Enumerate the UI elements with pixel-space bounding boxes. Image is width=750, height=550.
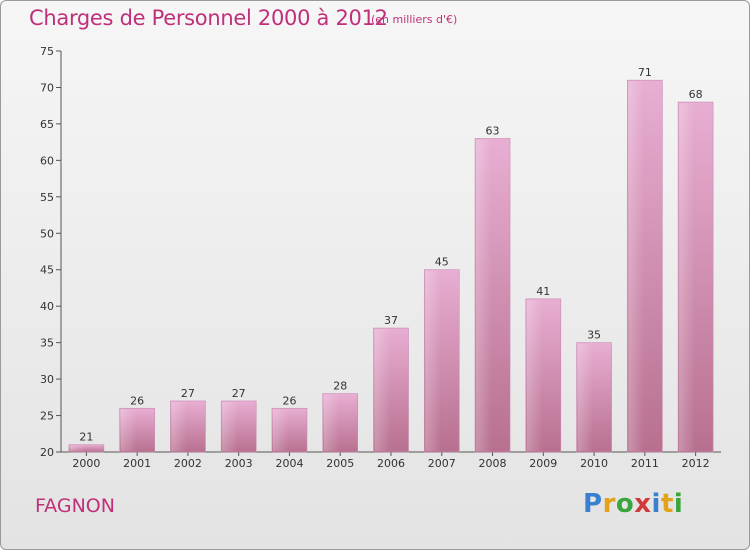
logo-letter: o bbox=[615, 489, 635, 519]
data-label: 26 bbox=[282, 394, 296, 407]
chart-subtitle: (en milliers d'€) bbox=[371, 13, 458, 26]
axes-group: 20 25 30 35 40 45 50 55 60 65 70 75 bbox=[40, 45, 721, 459]
x-tick-label: 2007 bbox=[428, 457, 456, 470]
y-tick-label: 30 bbox=[40, 373, 54, 386]
x-tick-label: 2010 bbox=[580, 457, 608, 470]
y-tick-label: 50 bbox=[40, 227, 54, 240]
commune-name: FAGNON bbox=[35, 495, 115, 517]
data-label: 63 bbox=[486, 124, 500, 137]
bar-highlight bbox=[374, 329, 391, 451]
x-tick-label: 2001 bbox=[123, 457, 151, 470]
y-tick-label: 65 bbox=[40, 118, 54, 131]
proxiti-logo: Proxiti bbox=[583, 489, 683, 519]
data-label: 41 bbox=[536, 285, 550, 298]
y-tick-label: 70 bbox=[40, 81, 54, 94]
bar-highlight bbox=[171, 401, 188, 451]
y-tick-label: 45 bbox=[40, 264, 54, 277]
logo-letter: x bbox=[634, 489, 652, 519]
data-label: 68 bbox=[689, 88, 703, 101]
chart-title: Charges de Personnel 2000 à 2012 bbox=[29, 6, 388, 30]
data-label: 37 bbox=[384, 314, 398, 327]
bar-highlight bbox=[476, 139, 492, 451]
bar-highlight bbox=[323, 394, 340, 451]
data-label: 71 bbox=[638, 66, 652, 79]
bar-highlight bbox=[577, 343, 594, 451]
bar-highlight bbox=[526, 299, 543, 451]
bar-highlight bbox=[69, 445, 86, 451]
x-tick-label: 2012 bbox=[682, 457, 710, 470]
logo-letter: t bbox=[660, 489, 674, 519]
bar-highlight bbox=[120, 409, 137, 451]
y-tick-label: 25 bbox=[40, 410, 54, 423]
data-label: 27 bbox=[181, 387, 195, 400]
y-tick-label: 35 bbox=[40, 337, 54, 350]
y-tick-label: 40 bbox=[40, 300, 54, 313]
bar-highlight bbox=[628, 81, 645, 451]
x-tick-label: 2003 bbox=[225, 457, 253, 470]
bar-highlight bbox=[272, 409, 289, 451]
data-label: 21 bbox=[79, 431, 93, 444]
labels-group: 2000 21 2001 26 2002 27 2003 27 2004 26 2005 28 2006… bbox=[72, 66, 709, 470]
bar-highlight bbox=[425, 270, 442, 451]
x-tick-label: 2005 bbox=[326, 457, 354, 470]
bar bbox=[68, 444, 105, 453]
logo-letter: r bbox=[602, 489, 616, 519]
y-tick-label: 55 bbox=[40, 191, 54, 204]
x-tick-label: 2008 bbox=[479, 457, 507, 470]
data-label: 35 bbox=[587, 329, 601, 342]
data-label: 26 bbox=[130, 394, 144, 407]
x-tick-label: 2002 bbox=[174, 457, 202, 470]
logo-letter: i bbox=[651, 489, 661, 519]
logo-letter: P bbox=[583, 489, 603, 519]
bar-highlight bbox=[679, 103, 695, 451]
y-tick-label: 75 bbox=[40, 45, 54, 58]
x-tick-label: 2000 bbox=[72, 457, 100, 470]
y-tick-label: 20 bbox=[40, 446, 54, 459]
x-tick-label: 2009 bbox=[529, 457, 557, 470]
x-tick-label: 2006 bbox=[377, 457, 405, 470]
x-tick-label: 2004 bbox=[275, 457, 303, 470]
data-label: 28 bbox=[333, 380, 347, 393]
bars-group bbox=[68, 79, 714, 453]
data-label: 27 bbox=[232, 387, 246, 400]
logo-letter: i bbox=[673, 489, 684, 519]
y-tick-label: 60 bbox=[40, 154, 54, 167]
bar-highlight bbox=[222, 401, 238, 451]
x-tick-label: 2011 bbox=[631, 457, 659, 470]
data-label: 45 bbox=[435, 256, 449, 269]
